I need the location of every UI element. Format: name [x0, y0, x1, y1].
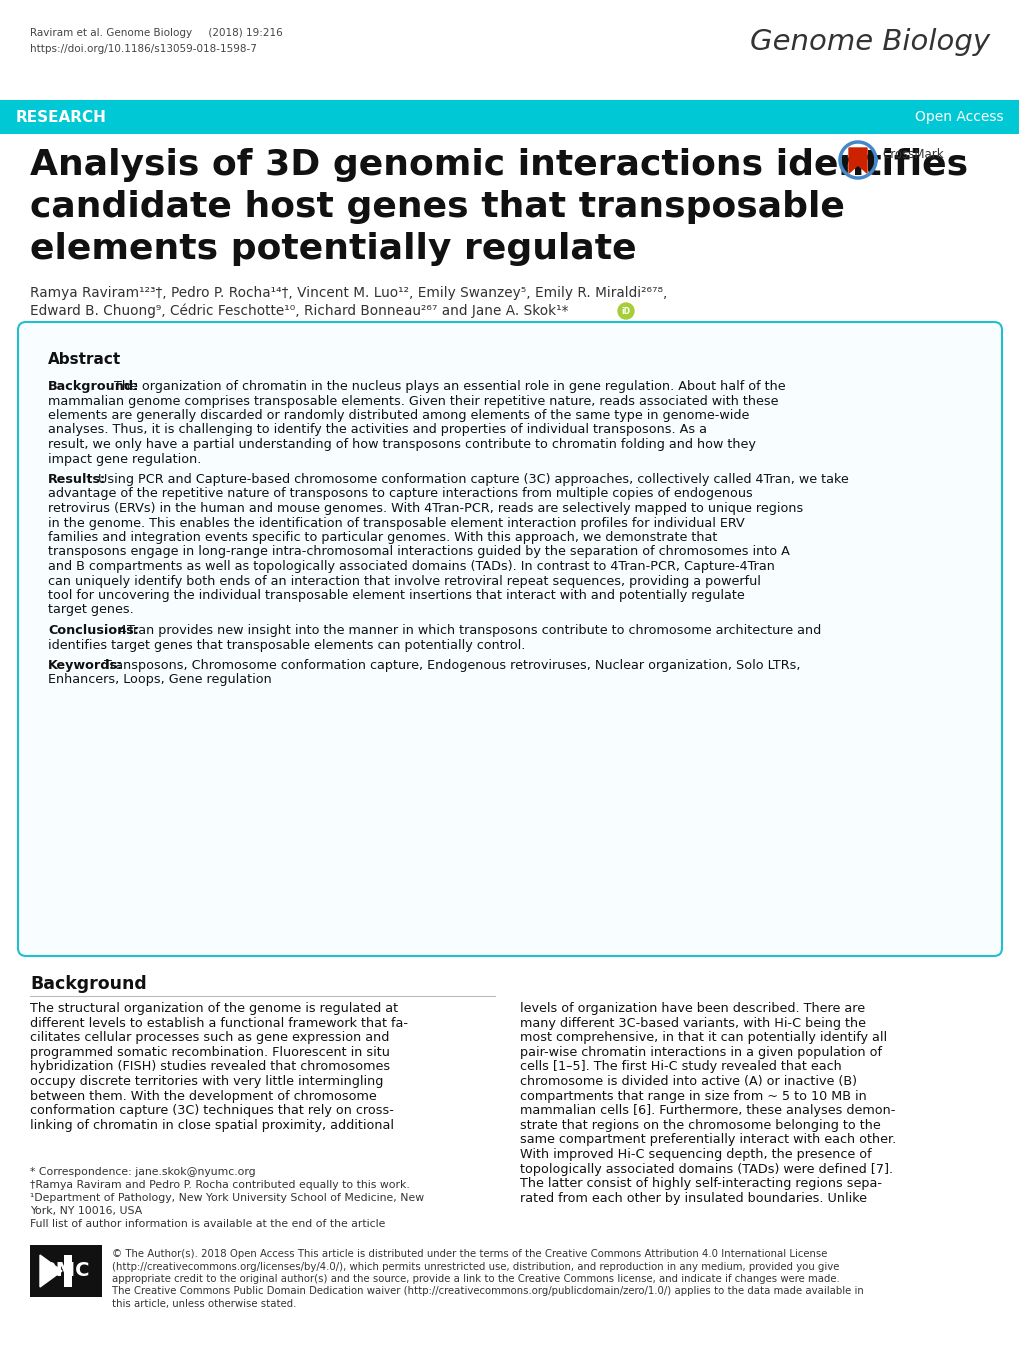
Text: CrossMark: CrossMark	[881, 148, 943, 160]
Text: Conclusions:: Conclusions:	[48, 625, 139, 637]
Text: †Ramya Raviram and Pedro P. Rocha contributed equally to this work.: †Ramya Raviram and Pedro P. Rocha contri…	[30, 1180, 410, 1190]
Polygon shape	[40, 1255, 62, 1287]
Text: Ramya Raviram¹²³†, Pedro P. Rocha¹⁴†, Vincent M. Luo¹², Emily Swanzey⁵, Emily R.: Ramya Raviram¹²³†, Pedro P. Rocha¹⁴†, Vi…	[30, 286, 666, 299]
Text: occupy discrete territories with very little intermingling: occupy discrete territories with very li…	[30, 1075, 383, 1088]
Text: cells [1–5]. The first Hi-C study revealed that each: cells [1–5]. The first Hi-C study reveal…	[520, 1061, 841, 1073]
Text: and B compartments as well as topologically associated domains (TADs). In contra: and B compartments as well as topologica…	[48, 560, 774, 573]
Text: Results:: Results:	[48, 473, 106, 486]
Text: most comprehensive, in that it can potentially identify all: most comprehensive, in that it can poten…	[520, 1031, 887, 1045]
Text: linking of chromatin in close spatial proximity, additional: linking of chromatin in close spatial pr…	[30, 1119, 393, 1131]
Text: Abstract: Abstract	[48, 352, 121, 367]
Text: in the genome. This enables the identification of transposable element interacti: in the genome. This enables the identifi…	[48, 516, 744, 530]
Text: ¹Department of Pathology, New York University School of Medicine, New: ¹Department of Pathology, New York Unive…	[30, 1192, 424, 1203]
Text: between them. With the development of chromosome: between them. With the development of ch…	[30, 1089, 376, 1103]
Text: appropriate credit to the original author(s) and the source, provide a link to t: appropriate credit to the original autho…	[112, 1274, 839, 1285]
Text: impact gene regulation.: impact gene regulation.	[48, 453, 201, 466]
Text: conformation capture (3C) techniques that rely on cross-: conformation capture (3C) techniques tha…	[30, 1104, 393, 1118]
Text: Background: Background	[30, 976, 147, 993]
Text: target genes.: target genes.	[48, 603, 133, 617]
Text: Enhancers, Loops, Gene regulation: Enhancers, Loops, Gene regulation	[48, 673, 271, 687]
Text: rated from each other by insulated boundaries. Unlike: rated from each other by insulated bound…	[520, 1192, 866, 1205]
Text: different levels to establish a functional framework that fa-: different levels to establish a function…	[30, 1016, 408, 1030]
Text: Open Access: Open Access	[914, 110, 1003, 125]
Bar	[30, 1245, 102, 1297]
Text: can uniquely identify both ends of an interaction that involve retroviral repeat: can uniquely identify both ends of an in…	[48, 575, 760, 588]
Text: RESEARCH: RESEARCH	[16, 110, 107, 125]
Text: chromosome is divided into active (A) or inactive (B): chromosome is divided into active (A) or…	[520, 1075, 856, 1088]
Text: With improved Hi-C sequencing depth, the presence of: With improved Hi-C sequencing depth, the…	[520, 1148, 871, 1161]
Text: identifies target genes that transposable elements can potentially control.: identifies target genes that transposabl…	[48, 638, 525, 652]
Text: cilitates cellular processes such as gene expression and: cilitates cellular processes such as gen…	[30, 1031, 389, 1045]
Text: Genome Biology: Genome Biology	[749, 28, 989, 56]
Text: © The Author(s). 2018 Open Access This article is distributed under the terms of: © The Author(s). 2018 Open Access This a…	[112, 1249, 826, 1259]
Text: The organization of chromatin in the nucleus plays an essential role in gene reg: The organization of chromatin in the nuc…	[110, 379, 785, 393]
Text: mammalian genome comprises transposable elements. Given their repetitive nature,: mammalian genome comprises transposable …	[48, 394, 777, 408]
Text: Raviram et al. Genome Biology     (2018) 19:216: Raviram et al. Genome Biology (2018) 19:…	[30, 28, 282, 38]
Text: families and integration events specific to particular genomes. With this approa: families and integration events specific…	[48, 531, 716, 543]
Text: Transposons, Chromosome conformation capture, Endogenous retroviruses, Nuclear o: Transposons, Chromosome conformation cap…	[100, 659, 799, 672]
Text: mammalian cells [6]. Furthermore, these analyses demon-: mammalian cells [6]. Furthermore, these …	[520, 1104, 895, 1118]
Text: programmed somatic recombination. Fluorescent in situ: programmed somatic recombination. Fluore…	[30, 1046, 389, 1058]
FancyBboxPatch shape	[18, 322, 1001, 957]
Text: same compartment preferentially interact with each other.: same compartment preferentially interact…	[520, 1133, 896, 1146]
Text: Using PCR and Capture-based chromosome conformation capture (3C) approaches, col: Using PCR and Capture-based chromosome c…	[95, 473, 848, 486]
Text: (http://creativecommons.org/licenses/by/4.0/), which permits unrestricted use, d: (http://creativecommons.org/licenses/by/…	[112, 1262, 839, 1271]
Text: transposons engage in long-range intra-chromosomal interactions guided by the se: transposons engage in long-range intra-c…	[48, 546, 789, 558]
Text: topologically associated domains (TADs) were defined [7].: topologically associated domains (TADs) …	[520, 1163, 893, 1176]
Text: result, we only have a partial understanding of how transposons contribute to ch: result, we only have a partial understan…	[48, 438, 755, 451]
Bar	[64, 1255, 72, 1287]
Text: advantage of the repetitive nature of transposons to capture interactions from m: advantage of the repetitive nature of tr…	[48, 488, 752, 500]
Text: elements potentially regulate: elements potentially regulate	[30, 232, 636, 266]
Bar	[0, 100, 1019, 134]
Text: tool for uncovering the individual transposable element insertions that interact: tool for uncovering the individual trans…	[48, 589, 744, 602]
Text: Background:: Background:	[48, 379, 140, 393]
Text: analyses. Thus, it is challenging to identify the activities and properties of i: analyses. Thus, it is challenging to ide…	[48, 424, 706, 436]
Text: levels of organization have been described. There are: levels of organization have been describ…	[520, 1001, 864, 1015]
Text: pair-wise chromatin interactions in a given population of: pair-wise chromatin interactions in a gi…	[520, 1046, 881, 1058]
Text: Analysis of 3D genomic interactions identifies: Analysis of 3D genomic interactions iden…	[30, 148, 967, 182]
Text: retrovirus (ERVs) in the human and mouse genomes. With 4Tran-PCR, reads are sele: retrovirus (ERVs) in the human and mouse…	[48, 501, 803, 515]
Text: Keywords:: Keywords:	[48, 659, 123, 672]
Text: hybridization (FISH) studies revealed that chromosomes: hybridization (FISH) studies revealed th…	[30, 1061, 389, 1073]
Text: candidate host genes that transposable: candidate host genes that transposable	[30, 190, 844, 224]
Text: compartments that range in size from ~ 5 to 10 MB in: compartments that range in size from ~ 5…	[520, 1089, 866, 1103]
Text: York, NY 10016, USA: York, NY 10016, USA	[30, 1206, 142, 1215]
Polygon shape	[848, 148, 866, 173]
Text: The Creative Commons Public Domain Dedication waiver (http://creativecommons.org: The Creative Commons Public Domain Dedic…	[112, 1286, 863, 1297]
Text: The structural organization of the genome is regulated at: The structural organization of the genom…	[30, 1001, 397, 1015]
Text: strate that regions on the chromosome belonging to the: strate that regions on the chromosome be…	[520, 1119, 879, 1131]
Text: * Correspondence: jane.skok@nyumc.org: * Correspondence: jane.skok@nyumc.org	[30, 1167, 256, 1177]
Text: BMC: BMC	[42, 1262, 90, 1280]
Text: this article, unless otherwise stated.: this article, unless otherwise stated.	[112, 1299, 297, 1309]
Text: Edward B. Chuong⁹, Cédric Feschotte¹⁰, Richard Bonneau²⁶⁷ and Jane A. Skok¹*: Edward B. Chuong⁹, Cédric Feschotte¹⁰, R…	[30, 304, 568, 318]
Text: iD: iD	[621, 306, 630, 316]
Text: many different 3C-based variants, with Hi-C being the: many different 3C-based variants, with H…	[520, 1016, 865, 1030]
Text: https://doi.org/10.1186/s13059-018-1598-7: https://doi.org/10.1186/s13059-018-1598-…	[30, 43, 257, 54]
Text: The latter consist of highly self-interacting regions sepa-: The latter consist of highly self-intera…	[520, 1177, 881, 1190]
Text: elements are generally discarded or randomly distributed among elements of the s: elements are generally discarded or rand…	[48, 409, 749, 421]
Text: 4Tran provides new insight into the manner in which transposons contribute to ch: 4Tran provides new insight into the mann…	[115, 625, 820, 637]
Circle shape	[618, 304, 634, 318]
Text: Full list of author information is available at the end of the article: Full list of author information is avail…	[30, 1220, 385, 1229]
